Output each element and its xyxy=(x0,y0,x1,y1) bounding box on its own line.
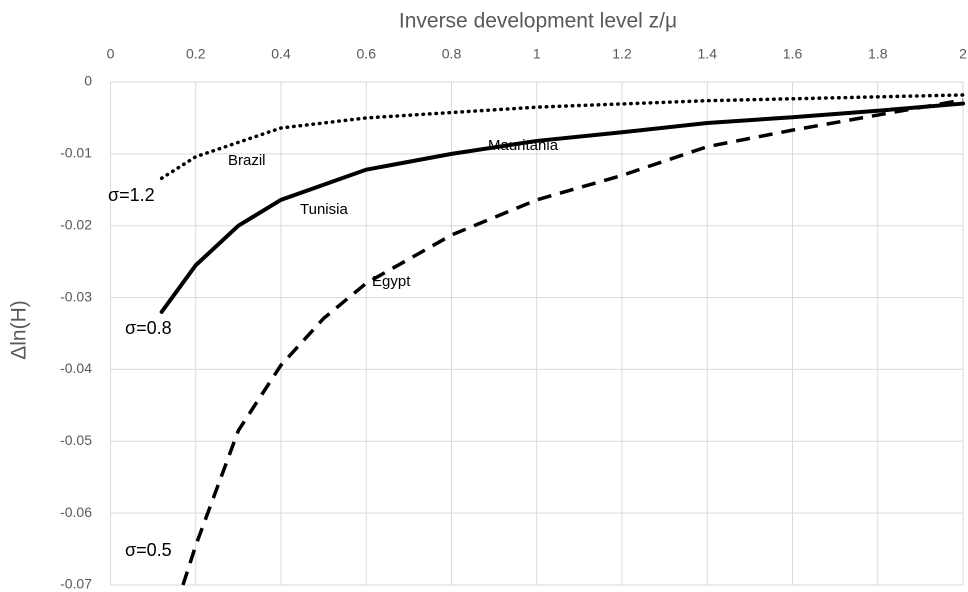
series-line xyxy=(159,93,965,181)
y-tick-label: -0.07 xyxy=(60,576,92,592)
x-tick-label: 0 xyxy=(107,46,115,62)
x-tick-label: 1.8 xyxy=(868,46,888,62)
y-tick-label: -0.06 xyxy=(60,504,92,520)
annotation: Mauritania xyxy=(488,137,559,154)
y-axis-title: Δln(H) xyxy=(8,300,31,360)
series-label: σ=0.8 xyxy=(125,318,172,338)
x-tick-label: 1.4 xyxy=(698,46,718,62)
x-tick-label: 0.6 xyxy=(357,46,377,62)
x-axis-title: Inverse development level z/μ xyxy=(399,10,677,33)
x-tick-label: 0.8 xyxy=(442,46,462,62)
annotation: Egypt xyxy=(372,273,411,290)
annotation: Tunisia xyxy=(300,201,348,218)
x-tick-label: 1.6 xyxy=(783,46,803,62)
series-label: σ=1.2 xyxy=(108,185,155,205)
x-tick-label: 0.4 xyxy=(271,46,291,62)
x-tick-label: 1 xyxy=(533,46,541,62)
x-tick-label: 0.2 xyxy=(186,46,206,62)
series-line xyxy=(159,101,965,314)
series-line xyxy=(181,98,964,586)
y-tick-label: -0.04 xyxy=(60,360,92,376)
y-tick-label: -0.01 xyxy=(60,145,92,161)
y-tick-label: -0.05 xyxy=(60,432,92,448)
y-tick-label: -0.02 xyxy=(60,216,92,232)
annotation: Brazil xyxy=(228,152,266,169)
series-label: σ=0.5 xyxy=(125,540,172,560)
y-tick-label: -0.03 xyxy=(60,288,92,304)
y-tick-label: 0 xyxy=(84,73,92,89)
x-tick-label: 1.2 xyxy=(612,46,632,62)
x-tick-label: 2 xyxy=(959,46,967,62)
